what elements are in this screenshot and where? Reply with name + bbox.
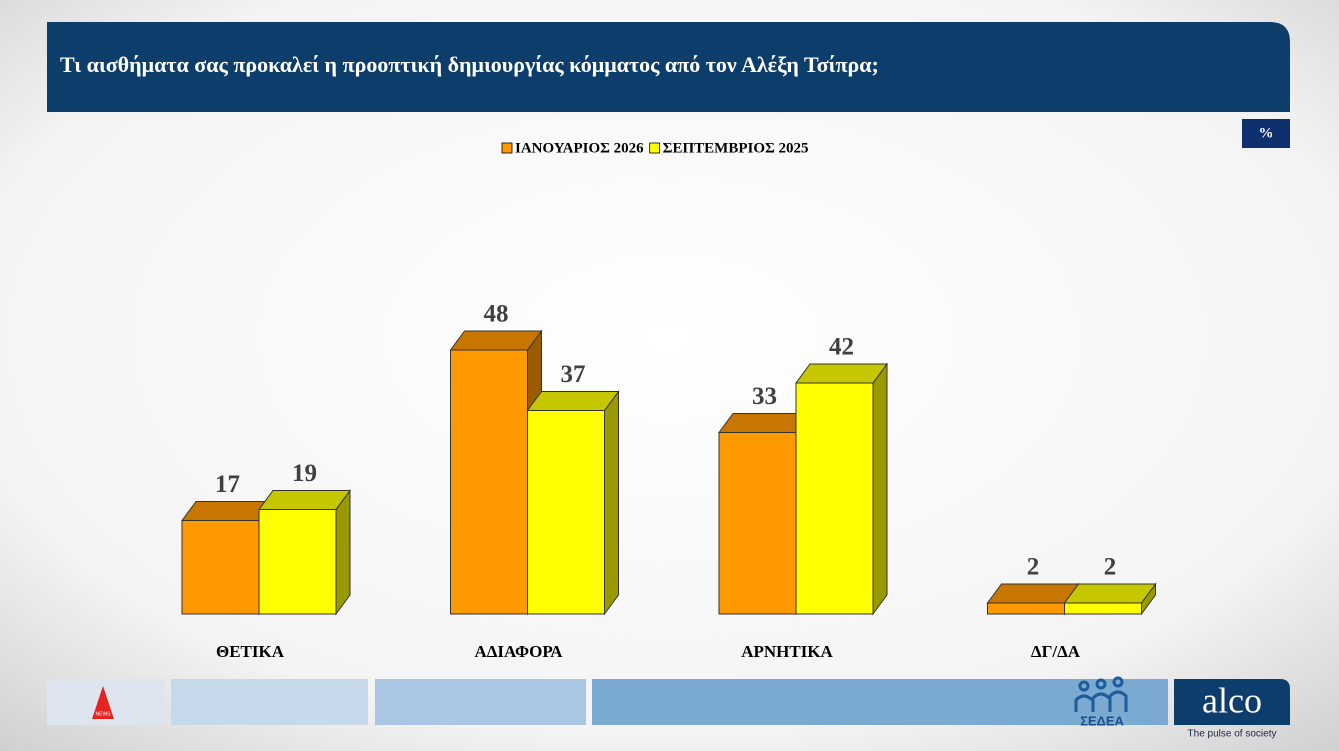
plot: ΘΕΤΙΚΑ 17 19 ΑΔΙΑΦΟΡΑ 48 37 ΑΡΝΗΤΙΚΑ 33 42 ΔΓ/ΔΑ 2… bbox=[181, 301, 1157, 661]
bar bbox=[987, 602, 1065, 615]
bar bbox=[181, 520, 260, 615]
bar-top bbox=[449, 330, 543, 351]
legend-label: ΙΑΝΟΥΑΡΙΟΣ 2026 bbox=[515, 140, 644, 156]
bar-side bbox=[872, 362, 888, 616]
bar bbox=[450, 349, 528, 615]
value-label: 19 bbox=[292, 460, 317, 487]
bar-side bbox=[604, 389, 619, 616]
x-tick-label: ΔΓ/ΔΑ bbox=[1031, 642, 1081, 661]
legend: ΙΑΝΟΥΑΡΙΟΣ 2026 ΣΕΠΤΕΜΒΡΙΟΣ 2025 bbox=[501, 140, 809, 156]
value-label: 33 bbox=[752, 383, 777, 410]
legend-swatch bbox=[501, 142, 513, 154]
brand-name: alco bbox=[1202, 680, 1262, 720]
bar-top bbox=[795, 363, 888, 384]
brand-tagline: The pulse of society bbox=[1188, 729, 1277, 740]
value-label: 42 bbox=[829, 334, 854, 361]
legend-swatch bbox=[649, 142, 661, 154]
legend-label: ΣΕΠΤΕΜΒΡΙΟΣ 2025 bbox=[663, 140, 809, 156]
header-bar bbox=[47, 22, 1290, 112]
value-label: 2 bbox=[1027, 554, 1040, 581]
news-logo-shape bbox=[92, 686, 114, 719]
footer-strip bbox=[171, 679, 368, 725]
bar bbox=[258, 509, 337, 615]
bar-top bbox=[1063, 583, 1157, 604]
bar bbox=[795, 382, 874, 615]
footer-strip bbox=[592, 679, 1168, 725]
footer-strip bbox=[375, 679, 586, 725]
sedea-icon bbox=[1074, 676, 1128, 712]
x-tick-label: ΑΡΝΗΤΙΚΑ bbox=[741, 642, 833, 661]
bar bbox=[1064, 602, 1142, 615]
bar-top bbox=[986, 583, 1080, 604]
x-tick-label: ΑΔΙΑΦΟΡΑ bbox=[474, 642, 563, 661]
x-tick-label: ΘΕΤΙΚΑ bbox=[216, 642, 285, 661]
bar bbox=[527, 410, 605, 615]
value-label: 2 bbox=[1104, 554, 1117, 581]
chart-title: Τι αισθήματα σας προκαλεί η προοπτική δη… bbox=[60, 52, 879, 77]
bar-top bbox=[258, 490, 351, 510]
value-label: 37 bbox=[561, 361, 586, 388]
bar bbox=[718, 432, 797, 615]
bar-top bbox=[526, 391, 620, 411]
brand-box bbox=[1174, 679, 1290, 725]
news-logo-text: NEWS bbox=[96, 711, 112, 717]
unit-label: % bbox=[1259, 125, 1274, 141]
unit-badge bbox=[1242, 119, 1290, 148]
value-label: 17 bbox=[215, 471, 240, 498]
sedea-label: ΣΕΔΕΑ bbox=[1080, 713, 1124, 728]
value-label: 48 bbox=[484, 301, 509, 328]
bar-side bbox=[335, 488, 351, 616]
